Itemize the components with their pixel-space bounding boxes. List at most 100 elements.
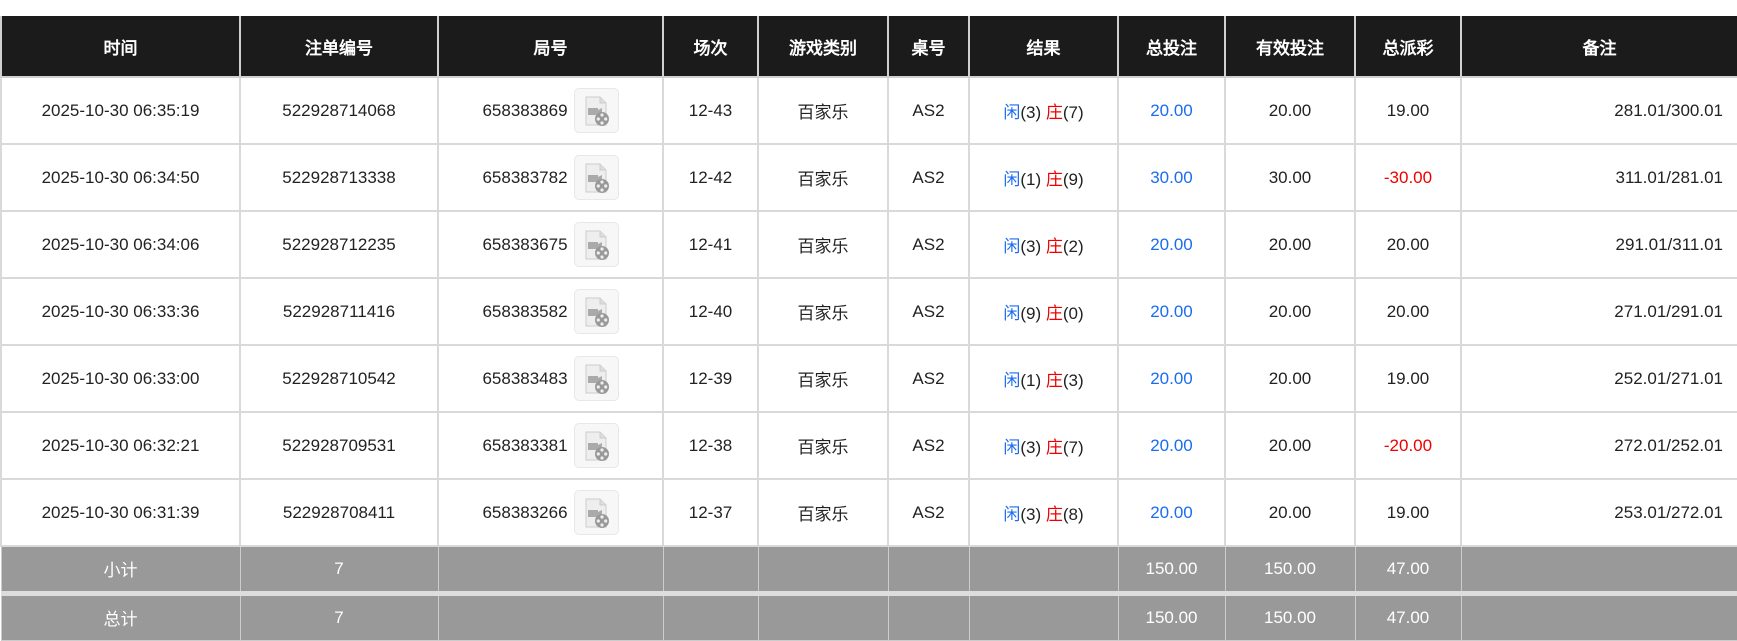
column-header: 桌号: [887, 16, 970, 78]
total-bet-cell: 20.00: [1117, 76, 1226, 145]
banker-label: 庄: [1045, 170, 1063, 189]
bet-id-cell: 522928713338: [239, 143, 439, 212]
video-replay-icon[interactable]: [573, 356, 619, 401]
note-cell: 252.01/271.01: [1460, 344, 1737, 413]
player-label: 闲: [1003, 371, 1021, 390]
banker-label: 庄: [1045, 505, 1063, 524]
time-cell: 2025-10-30 06:32:21: [0, 411, 241, 480]
video-replay-icon[interactable]: [573, 88, 619, 133]
valid-bet-cell: 20.00: [1224, 411, 1356, 480]
column-header: 注单编号: [239, 16, 439, 78]
video-replay-icon[interactable]: [573, 289, 619, 334]
note-cell: 311.01/281.01: [1460, 143, 1737, 212]
table-row: 2025-10-30 06:32:21 522928709531 6583833…: [0, 411, 1737, 480]
payout-cell: 20.00: [1354, 210, 1462, 279]
payout-cell: 20.00: [1354, 277, 1462, 346]
payout-cell: -20.00: [1354, 411, 1462, 480]
banker-score: (0): [1062, 304, 1084, 323]
note-cell: 271.01/291.01: [1460, 277, 1737, 346]
time-cell: 2025-10-30 06:33:00: [0, 344, 241, 413]
video-replay-icon[interactable]: [573, 490, 619, 535]
valid-bet-cell: 30.00: [1224, 143, 1356, 212]
column-header: 总投注: [1117, 16, 1226, 78]
payout-cell: -30.00: [1354, 143, 1462, 212]
subtotal-payout: 47.00: [1354, 545, 1462, 594]
bet-id-cell: 522928710542: [239, 344, 439, 413]
time-cell: 2025-10-30 06:33:36: [0, 277, 241, 346]
game-type-cell: 百家乐: [757, 478, 889, 547]
subtotal-label: 小计: [0, 545, 241, 594]
valid-bet-cell: 20.00: [1224, 277, 1356, 346]
banker-label: 庄: [1045, 304, 1063, 323]
player-label: 闲: [1003, 304, 1021, 323]
session-cell: 12-40: [662, 277, 759, 346]
valid-bet-cell: 20.00: [1224, 210, 1356, 279]
video-replay-icon[interactable]: [573, 222, 619, 267]
column-header: 结果: [968, 16, 1119, 78]
payout-cell: 19.00: [1354, 76, 1462, 145]
total-bet-cell: 20.00: [1117, 411, 1226, 480]
video-replay-icon[interactable]: [573, 155, 619, 200]
result-cell: 闲(3) 庄(2): [968, 210, 1119, 279]
bet-id-cell: 522928712235: [239, 210, 439, 279]
total-bet-cell: 20.00: [1117, 277, 1226, 346]
banker-score: (9): [1062, 170, 1084, 189]
column-header: 时间: [0, 16, 241, 78]
player-score: (3): [1020, 438, 1042, 457]
note-cell: 272.01/252.01: [1460, 411, 1737, 480]
round-cell: 658383782: [437, 143, 664, 212]
session-cell: 12-43: [662, 76, 759, 145]
table-row: 2025-10-30 06:33:00 522928710542 6583834…: [0, 344, 1737, 413]
total-count: 7: [239, 590, 439, 641]
game-type-cell: 百家乐: [757, 76, 889, 145]
valid-bet-cell: 20.00: [1224, 76, 1356, 145]
round-cell: 658383381: [437, 411, 664, 480]
subtotal-row: 小计 7 150.00 150.00 47.00: [0, 545, 1737, 594]
round-number: 658383869: [482, 100, 568, 120]
player-score: (1): [1020, 170, 1042, 189]
table-number-cell: AS2: [887, 344, 970, 413]
player-label: 闲: [1003, 438, 1021, 457]
result-cell: 闲(3) 庄(7): [968, 411, 1119, 480]
bet-id-cell: 522928709531: [239, 411, 439, 480]
time-cell: 2025-10-30 06:34:50: [0, 143, 241, 212]
player-score: (1): [1020, 371, 1042, 390]
game-type-cell: 百家乐: [757, 143, 889, 212]
table-number-cell: AS2: [887, 210, 970, 279]
time-cell: 2025-10-30 06:34:06: [0, 210, 241, 279]
banker-label: 庄: [1045, 237, 1063, 256]
video-replay-icon[interactable]: [573, 423, 619, 468]
total-bet-cell: 30.00: [1117, 143, 1226, 212]
round-cell: 658383266: [437, 478, 664, 547]
time-cell: 2025-10-30 06:31:39: [0, 478, 241, 547]
table-row: 2025-10-30 06:35:19 522928714068 6583838…: [0, 76, 1737, 145]
column-header: 场次: [662, 16, 759, 78]
banker-label: 庄: [1045, 103, 1063, 122]
banker-label: 庄: [1045, 438, 1063, 457]
result-cell: 闲(3) 庄(8): [968, 478, 1119, 547]
column-header: 备注: [1460, 16, 1737, 78]
player-score: (3): [1020, 237, 1042, 256]
player-score: (3): [1020, 103, 1042, 122]
round-number: 658383483: [482, 368, 568, 388]
player-label: 闲: [1003, 103, 1021, 122]
result-cell: 闲(3) 庄(7): [968, 76, 1119, 145]
game-type-cell: 百家乐: [757, 344, 889, 413]
round-cell: 658383483: [437, 344, 664, 413]
subtotal-total-bet: 150.00: [1117, 545, 1226, 594]
result-cell: 闲(1) 庄(3): [968, 344, 1119, 413]
round-number: 658383381: [482, 435, 568, 455]
session-cell: 12-42: [662, 143, 759, 212]
bet-records-table: 时间 注单编号 局号 场次 游戏类别 桌号 结果 总投注 有效投注 总派彩 备注 2025-10-3…: [0, 16, 1737, 641]
player-score: (9): [1020, 304, 1042, 323]
table-number-cell: AS2: [887, 143, 970, 212]
total-bet-cell: 20.00: [1117, 344, 1226, 413]
result-cell: 闲(9) 庄(0): [968, 277, 1119, 346]
total-payout: 47.00: [1354, 590, 1462, 641]
bet-id-cell: 522928714068: [239, 76, 439, 145]
player-label: 闲: [1003, 170, 1021, 189]
valid-bet-cell: 20.00: [1224, 478, 1356, 547]
session-cell: 12-38: [662, 411, 759, 480]
round-cell: 658383869: [437, 76, 664, 145]
table-number-cell: AS2: [887, 411, 970, 480]
